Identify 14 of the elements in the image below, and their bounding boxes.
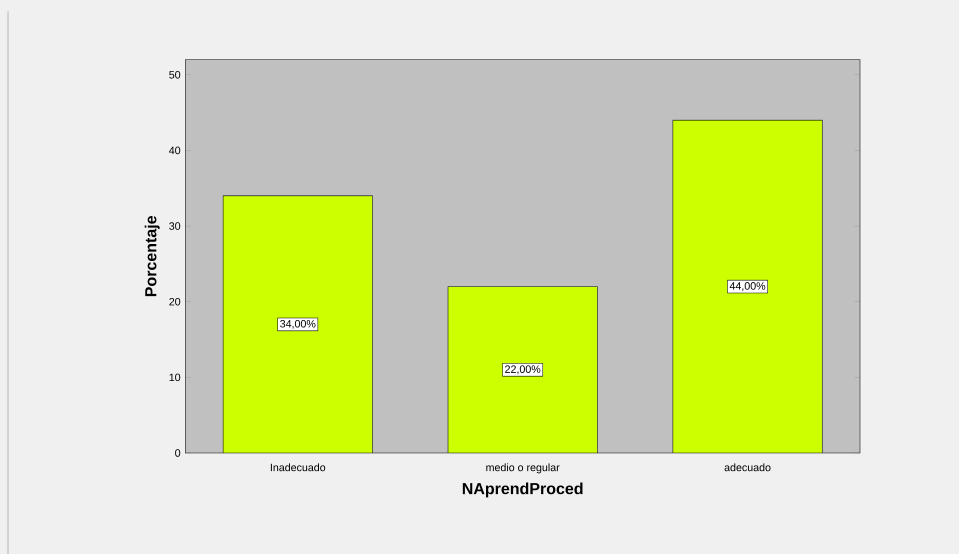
x-tick-label: medio o regular	[486, 463, 560, 474]
y-axis-title: Porcentaje	[144, 216, 160, 296]
y-tick-label: 40	[169, 146, 180, 154]
data-label: 22,00%	[505, 365, 540, 374]
y-tick-label: 10	[170, 373, 180, 382]
x-tick-label: Inadecuado	[270, 463, 326, 472]
y-tick-label: 20	[169, 298, 180, 306]
x-tick-label: adecuado	[724, 463, 771, 472]
y-tick-label: 30	[169, 222, 180, 230]
x-axis-title: NAprendProced	[462, 482, 583, 498]
data-label: 34,00%	[280, 320, 316, 329]
y-tick-label: 50	[169, 70, 180, 78]
data-label: 44,00%	[730, 282, 766, 291]
y-tick-label: 0	[175, 449, 180, 457]
